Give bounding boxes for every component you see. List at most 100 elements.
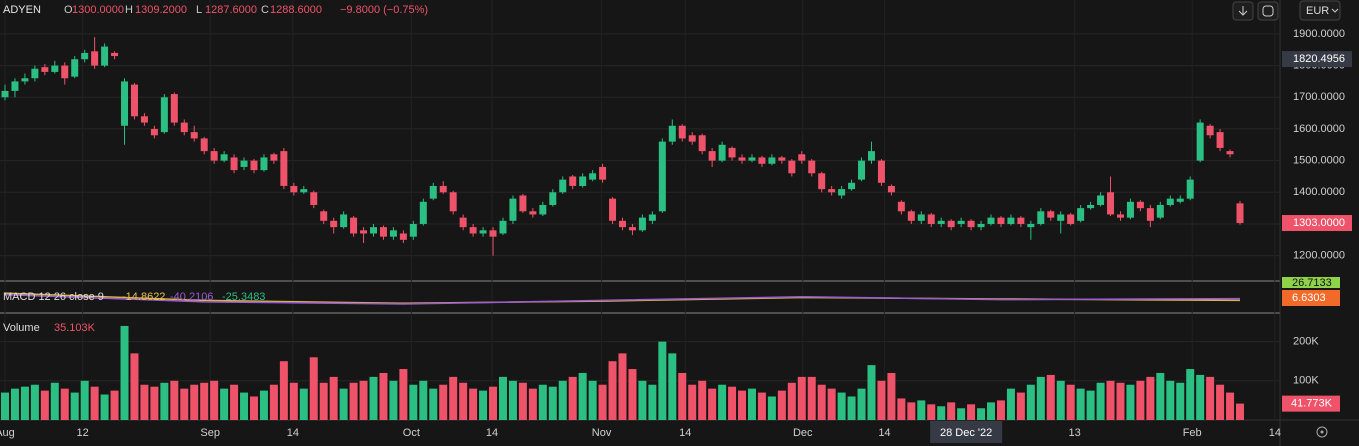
candle-body (379, 227, 387, 237)
volume-bar (1126, 384, 1135, 420)
volume-bar (937, 406, 946, 420)
candle-body (1146, 208, 1154, 221)
volume-bar (757, 392, 766, 420)
x-tick-label: 14 (679, 427, 691, 439)
candle-body (429, 185, 437, 199)
candle-body (340, 214, 348, 228)
candle-body (1216, 132, 1224, 148)
volume-bar (1046, 374, 1055, 420)
macd-label-bg (1282, 290, 1340, 306)
candle-body (11, 81, 19, 91)
volume-bar (1176, 382, 1185, 420)
volume-bar (339, 388, 348, 420)
candle-body (738, 157, 746, 161)
volume-bar (1066, 384, 1075, 420)
candle-body (310, 192, 318, 205)
candle-body (71, 59, 79, 77)
candle-body (977, 223, 985, 228)
volume-bar (538, 384, 547, 420)
volume-bar (170, 380, 179, 420)
volume-bar (648, 384, 657, 420)
volume-bar (389, 380, 398, 420)
candle-body (320, 211, 328, 221)
candle-body (559, 179, 567, 193)
volume-bar (40, 390, 49, 420)
candle-body (210, 151, 218, 161)
candle-body (818, 173, 826, 190)
x-tick-label: 14 (287, 427, 299, 439)
candle-body (509, 198, 517, 221)
volume-bar (489, 386, 498, 420)
candle-body (101, 46, 109, 66)
currency-select[interactable]: EUR (1299, 0, 1341, 21)
candle-body (967, 220, 975, 228)
x-tick-label: 14 (486, 427, 498, 439)
candle-body (290, 185, 298, 193)
download-button[interactable] (1232, 1, 1254, 21)
candle-body (628, 227, 636, 231)
candle-body (250, 160, 258, 171)
candle-body (200, 138, 208, 152)
volume-bar (728, 386, 737, 420)
macd-legend: -14.8622 (122, 291, 165, 303)
volume-bar (70, 392, 79, 420)
volume-bar (598, 384, 607, 420)
volume-bar (1116, 382, 1125, 420)
volume-bar (767, 396, 776, 420)
candle-body (877, 160, 885, 183)
volume-bar (1146, 376, 1155, 420)
volume-bar (967, 404, 976, 420)
candle-body (1136, 201, 1144, 209)
candle-body (111, 52, 119, 57)
candle-body (1176, 198, 1184, 202)
candle-body (489, 230, 497, 237)
volume-bar (708, 388, 717, 420)
volume-bar (100, 394, 109, 420)
candle-body (1236, 203, 1244, 224)
volume-bar (1136, 380, 1145, 420)
candle-body (51, 65, 59, 72)
candle-body (1, 90, 9, 98)
crosshair-price-bg (1282, 51, 1352, 68)
candle-body (270, 154, 278, 161)
candle-body (459, 217, 467, 228)
last-volume-bg (1282, 395, 1340, 412)
settings-button[interactable] (1316, 426, 1328, 438)
candle-body (1077, 208, 1085, 221)
volume-bar (319, 382, 328, 420)
volume-bar (1, 392, 9, 420)
volume-bar (897, 398, 906, 420)
volume-bar (200, 382, 209, 420)
macd-legend: -40.2106 (170, 291, 213, 303)
ohlc-label: O (64, 4, 73, 16)
candle-body (838, 189, 846, 196)
volume-bar (867, 365, 876, 420)
volume-bar (608, 361, 617, 420)
volume-bar (588, 380, 597, 420)
volume-bar (1026, 384, 1035, 420)
macd-right-label: 6.6303 (1292, 292, 1326, 304)
y-tick-label: 1900.0000 (1293, 28, 1345, 40)
volume-bar (738, 390, 747, 420)
volume-bar (987, 402, 996, 420)
candle-body (1017, 217, 1025, 224)
volume-bar (877, 380, 886, 420)
candle-body (1057, 214, 1065, 221)
candle-body (718, 144, 726, 161)
volume-bar (1036, 376, 1045, 420)
candle-body (698, 135, 706, 152)
x-tick-label: Nov (592, 427, 612, 439)
volume-bar (190, 384, 199, 420)
volume-bar (747, 388, 756, 420)
volume-bar (110, 390, 119, 420)
fullscreen-button[interactable] (1257, 1, 1279, 21)
volume-bar (230, 384, 239, 420)
change: −9.8000 (−0.75%) (340, 4, 428, 16)
volume-bar (807, 376, 816, 420)
candle-body (798, 154, 806, 161)
ohlc-label: H (125, 4, 133, 16)
candle-body (1116, 214, 1124, 218)
y-tick-label: 1600.0000 (1293, 123, 1345, 135)
